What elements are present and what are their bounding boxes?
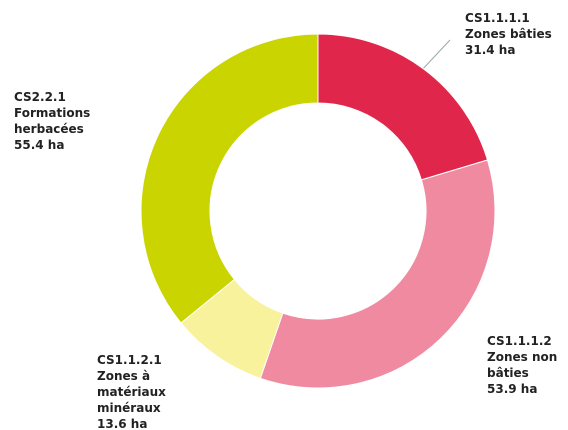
segment-code: CS1.1.1.2 xyxy=(487,334,552,348)
leader-line xyxy=(419,39,451,73)
segment-value: 53.9 ha xyxy=(487,382,537,396)
segment-value: 31.4 ha xyxy=(465,43,515,57)
segment-value: 13.6 ha xyxy=(97,417,147,430)
segment-name: Formations xyxy=(14,106,90,120)
segment-name: Zones non xyxy=(487,350,557,364)
segment-code: CS2.2.1 xyxy=(14,90,66,104)
segment-name: minéraux xyxy=(97,401,161,415)
segment-code: CS1.1.2.1 xyxy=(97,353,162,367)
segment-name: matériaux xyxy=(97,385,166,399)
donut-segment xyxy=(317,33,489,181)
segment-name: bâties xyxy=(487,366,529,380)
segment-value: 55.4 ha xyxy=(14,138,64,152)
segment-name: Zones à xyxy=(97,369,150,383)
segment-code: CS1.1.1.1 xyxy=(465,11,530,25)
segment-name: Zones bâties xyxy=(465,27,552,41)
donut-segment xyxy=(259,159,496,389)
segment-name: herbacées xyxy=(14,122,84,136)
donut-segment xyxy=(140,33,319,324)
